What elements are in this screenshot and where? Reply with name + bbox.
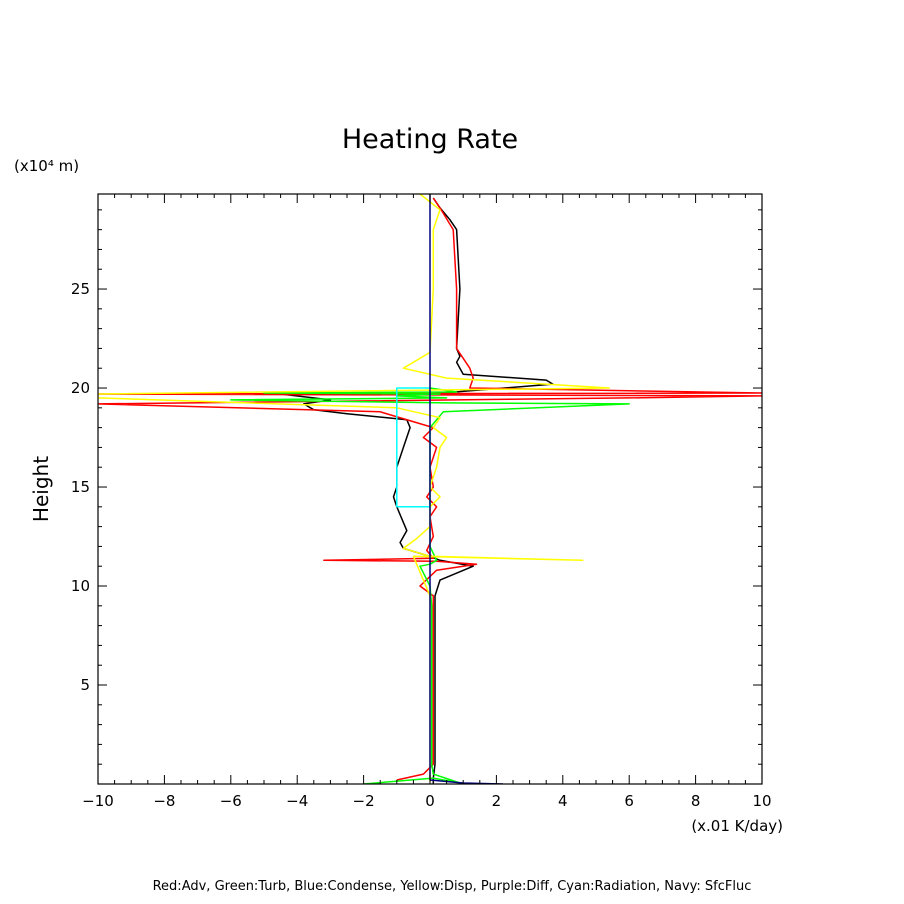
- x-tick-label: 6: [624, 792, 634, 810]
- y-tick-label: 20: [71, 379, 90, 397]
- x-tick-label: 8: [691, 792, 701, 810]
- series-line-3: [98, 194, 611, 782]
- x-tick-label: −10: [82, 792, 114, 810]
- plot-frame: [97, 193, 763, 785]
- y-tick-label: 15: [71, 478, 90, 496]
- x-tick-label: −8: [153, 792, 175, 810]
- chart-title: Heating Rate: [342, 124, 518, 155]
- y-tick-labels: 5 10 15 20 25: [71, 280, 90, 694]
- x-tick-label: 4: [558, 792, 568, 810]
- x-tick-label: −4: [286, 792, 308, 810]
- x-tick-label: 2: [492, 792, 502, 810]
- series-line-0: [279, 197, 554, 784]
- y-tick-label: 10: [71, 577, 90, 595]
- x-tick-labels: −10 −8 −6 −4 −2 0 2 4 6 8 10: [82, 792, 771, 810]
- x-tick-label: −6: [220, 792, 242, 810]
- x-tick-label: 10: [752, 792, 771, 810]
- y-tick-label: 5: [80, 676, 90, 694]
- x-tick-label: 0: [425, 792, 435, 810]
- series-line-5: [429, 194, 504, 784]
- y-tick-label: 25: [71, 280, 90, 298]
- x-tick-label: −2: [353, 792, 375, 810]
- series-layer: [98, 194, 762, 784]
- series-line-4: [396, 387, 430, 508]
- legend-footer: Red:Adv, Green:Turb, Blue:Condense, Yell…: [153, 879, 752, 894]
- y-axis-unit: (x10⁴ m): [14, 157, 79, 175]
- x-axis-unit: (x.01 K/day): [691, 817, 783, 835]
- y-axis-label: Height: [29, 456, 53, 522]
